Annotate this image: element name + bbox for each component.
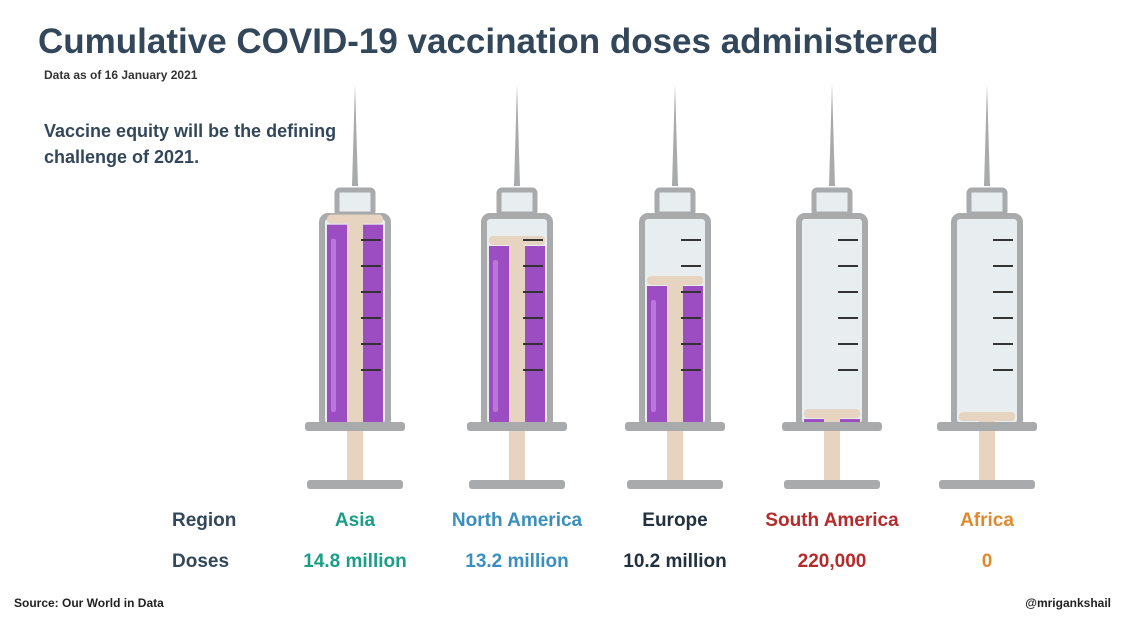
syringe-north-america [467,84,567,489]
hub-africa [966,187,1008,217]
syringe-asia [305,84,405,489]
plunger-rod-africa [979,426,995,482]
plunger-thumb-europe [627,480,723,489]
region-label-europe: Europe [642,510,708,531]
syringe-europe [625,84,725,489]
stopper-north-america [489,236,545,245]
barrel-south-america [796,213,868,429]
inner-rod-europe [667,280,683,422]
syringe-chart [305,84,1037,489]
region-label-south-america: South America [765,510,899,531]
plunger-rod-asia [347,426,363,482]
plunger-thumb-africa [939,480,1035,489]
dose-label-asia: 14.8 million [303,551,407,572]
flange-asia [305,422,405,431]
liquid-highlight-north-america [493,260,498,412]
syringe-south-america [782,84,882,489]
needle-europe [672,84,678,186]
flange-africa [937,422,1037,431]
region-label-asia: Asia [334,510,376,531]
liquid-highlight-asia [331,238,336,412]
chart-subtitle: Data as of 16 January 2021 [44,68,198,82]
stopper-europe [647,276,703,285]
hub-europe [654,187,696,217]
barrel-africa [951,213,1023,429]
plunger-thumb-north-america [469,480,565,489]
dose-label-north-america: 13.2 million [465,551,569,572]
region-label-africa: Africa [960,510,1014,531]
dose-label-europe: 10.2 million [623,551,727,572]
needle-south-america [829,84,835,186]
flange-europe [625,422,725,431]
stopper-south-america [804,409,860,419]
needle-africa [984,84,990,186]
hub-asia [334,187,376,217]
needle-asia [352,84,358,186]
flange-north-america [467,422,567,431]
stopper-asia [327,214,383,224]
plunger-thumb-south-america [784,480,880,489]
chart-title: Cumulative COVID-19 vaccination doses ad… [38,22,939,61]
needle-north-america [514,84,520,186]
region-label-north-america: North America [451,510,583,531]
plunger-rod-north-america [509,426,525,482]
region-row-label: Region [172,510,237,531]
flange-south-america [782,422,882,431]
syringe-africa [937,84,1037,489]
author-handle: @mrigankshail [1025,596,1111,610]
liquid-highlight-europe [651,300,656,412]
stopper-africa [959,412,1015,421]
hub-north-america [496,187,538,217]
plunger-thumb-asia [307,480,403,489]
dose-label-south-america: 220,000 [797,551,867,572]
hub-south-america [811,187,853,217]
dose-label-africa: 0 [981,551,993,572]
plunger-rod-europe [667,426,683,482]
lede-text: Vaccine equity will be the defining chal… [44,121,337,167]
doses-row-label: Doses [172,551,230,572]
plunger-rod-south-america [824,426,840,482]
inner-rod-asia [347,218,363,422]
inner-rod-north-america [509,240,525,422]
source-note: Source: Our World in Data [14,596,164,610]
